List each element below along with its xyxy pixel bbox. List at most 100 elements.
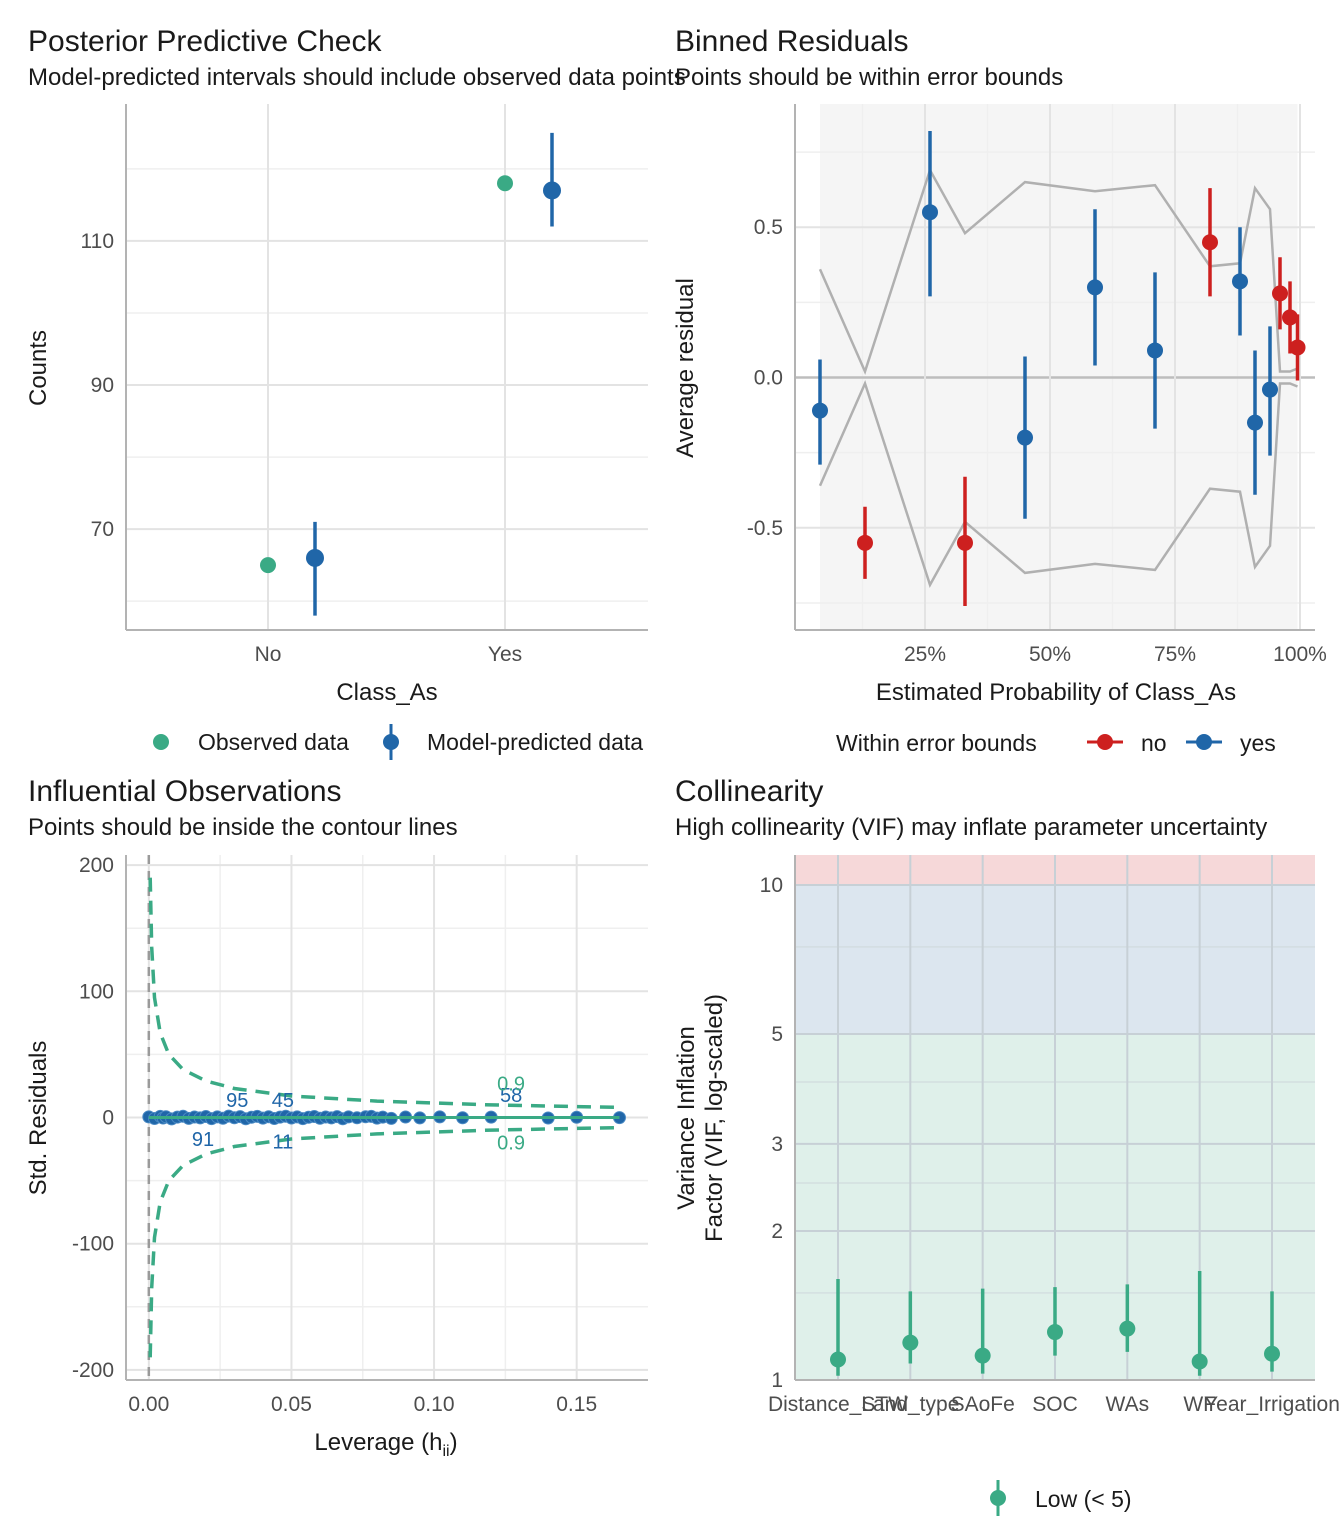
collinearity-y-tick-label: 3: [771, 1133, 783, 1156]
binned-y-tick-label: 0.0: [754, 367, 783, 390]
influence-y-axis-label: Std. Residuals: [25, 1041, 52, 1196]
observation-label: 11: [273, 1131, 294, 1153]
ppc-x-axis-label: Class_As: [336, 679, 437, 706]
binned-marks: [812, 131, 1306, 606]
influence-y-tick-label: 200: [79, 854, 114, 877]
collinearity-subtitle: High collinearity (VIF) may inflate para…: [675, 814, 1267, 841]
binned-y-axis-label: Average residual: [672, 278, 699, 458]
binned-legend: Within error bounds no yes: [836, 730, 1276, 756]
collinearity-y-tick-label: 10: [760, 874, 783, 897]
observed-point: [260, 557, 276, 574]
collinearity-title: Collinearity: [675, 775, 823, 808]
influence-x-tick-label: 0.10: [414, 1393, 455, 1416]
binned-x-axis-label: Estimated Probability of Class_As: [876, 679, 1236, 706]
collinearity-legend: Low (< 5): [990, 1480, 1132, 1516]
binned-title: Binned Residuals: [675, 25, 908, 58]
residual-point: [1262, 381, 1278, 398]
influence-x-tick-label: 0.15: [556, 1393, 597, 1416]
binned-x-tick-label: 75%: [1154, 643, 1196, 666]
ppc-y-tick-label: 70: [91, 518, 114, 541]
ppc-y-tick-label: 90: [91, 374, 114, 397]
collinearity-x-tick-label: Year_Irrigation: [1204, 1393, 1340, 1416]
residual-point: [1147, 342, 1163, 359]
ppc-axes: 70 90 110 No Yes: [81, 104, 648, 666]
observation-label: 0.9: [497, 1073, 525, 1095]
legend-low-label: Low (< 5): [1035, 1486, 1132, 1512]
binned-band: [820, 104, 1298, 630]
influential-observations-panel: Influential Observations Points should b…: [25, 775, 648, 1460]
collinearity-y-tick-label: 1: [771, 1369, 783, 1392]
residual-point: [922, 204, 938, 221]
observation-label: 0.9: [497, 1133, 525, 1155]
ppc-gridlines: [126, 104, 648, 630]
collinearity-x-tick-label: SOC: [1032, 1393, 1078, 1416]
ppc-title: Posterior Predictive Check: [28, 25, 382, 58]
binned-gridlines: [795, 104, 1315, 630]
influence-title: Influential Observations: [28, 775, 342, 808]
ppc-x-tick-label: No: [255, 643, 282, 666]
influence-axes: -200 -100 0 100 200 0.00 0.05 0.10 0.15: [72, 854, 648, 1416]
observation-label: 91: [192, 1129, 214, 1151]
ppc-subtitle: Model-predicted intervals should include…: [28, 64, 686, 91]
collinearity-y-tick-label: 5: [771, 1023, 783, 1046]
residual-point: [1289, 339, 1306, 356]
binned-y-tick-label: -0.5: [747, 517, 783, 540]
binned-legend-title: Within error bounds: [836, 730, 1037, 756]
predicted-point: [306, 548, 324, 567]
lower-error-bound-line: [818, 379, 1298, 589]
residual-point: [812, 402, 828, 419]
legend-predicted-key: [383, 734, 399, 750]
ppc-x-tick-label: Yes: [488, 643, 522, 666]
ppc-y-tick-label: 110: [81, 230, 114, 253]
influence-x-axis-label: Leverage (hii): [314, 1429, 457, 1460]
influence-y-tick-label: -200: [72, 1359, 114, 1382]
collinearity-y-tick-label: 2: [771, 1220, 783, 1243]
collinearity-x-tick-label: WF: [1183, 1393, 1216, 1416]
binned-shaded-region: [820, 104, 1298, 630]
legend-observed-key: [153, 734, 169, 750]
cooks-distance-contour-upper: [148, 877, 620, 1110]
residual-point: [1017, 429, 1033, 446]
vif-point: [1191, 1353, 1208, 1370]
collinearity-x-tick-label: Distance_STW: [768, 1393, 908, 1416]
ppc-legend: Observed data Model-predicted data: [153, 724, 643, 760]
influence-y-tick-label: 100: [79, 980, 114, 1003]
predicted-point: [543, 181, 561, 200]
binned-x-tick-label: 50%: [1029, 643, 1071, 666]
observation-label: 95: [226, 1090, 248, 1112]
ppc-marks: [260, 132, 561, 616]
residual-point: [1232, 273, 1248, 290]
residual-point: [1202, 234, 1218, 251]
binned-x-tick-label: 100%: [1273, 643, 1327, 666]
influence-y-tick-label: 0: [102, 1107, 114, 1130]
binned-residuals-panel: Binned Residuals Points should be within…: [672, 25, 1327, 756]
vif-point: [974, 1347, 991, 1364]
residual-point: [1282, 309, 1298, 326]
observed-point: [497, 175, 513, 192]
observation-label: 45: [272, 1090, 294, 1112]
influence-y-tick-label: -100: [72, 1233, 114, 1256]
influence-x-tick-label: 0.00: [128, 1393, 169, 1416]
collinearity-x-tick-label: Land_type: [861, 1393, 959, 1416]
legend-yes-key: [1196, 734, 1212, 750]
influence-x-tick-label: 0.05: [271, 1393, 312, 1416]
binned-axes: -0.5 0.0 0.5 25% 50% 75% 100%: [747, 104, 1327, 666]
legend-predicted-label: Model-predicted data: [427, 729, 643, 755]
observation-label: 58: [500, 1085, 522, 1107]
collinearity-panel: Collinearity High collinearity (VIF) may…: [673, 775, 1340, 1516]
cooks-distance-contour-lower: [148, 1125, 620, 1358]
binned-subtitle: Points should be within error bounds: [675, 64, 1063, 91]
legend-no-key: [1097, 734, 1113, 750]
ppc-y-axis-label: Counts: [25, 330, 52, 406]
legend-observed-label: Observed data: [198, 729, 349, 755]
influence-subtitle: Points should be inside the contour line…: [28, 814, 458, 841]
binned-y-tick-label: 0.5: [754, 216, 783, 239]
legend-low-key: [990, 1490, 1006, 1506]
residual-point: [1087, 279, 1103, 296]
vif-point: [1264, 1345, 1280, 1362]
residual-point: [1272, 285, 1288, 302]
posterior-predictive-check-panel: Posterior Predictive Check Model-predict…: [25, 25, 686, 760]
